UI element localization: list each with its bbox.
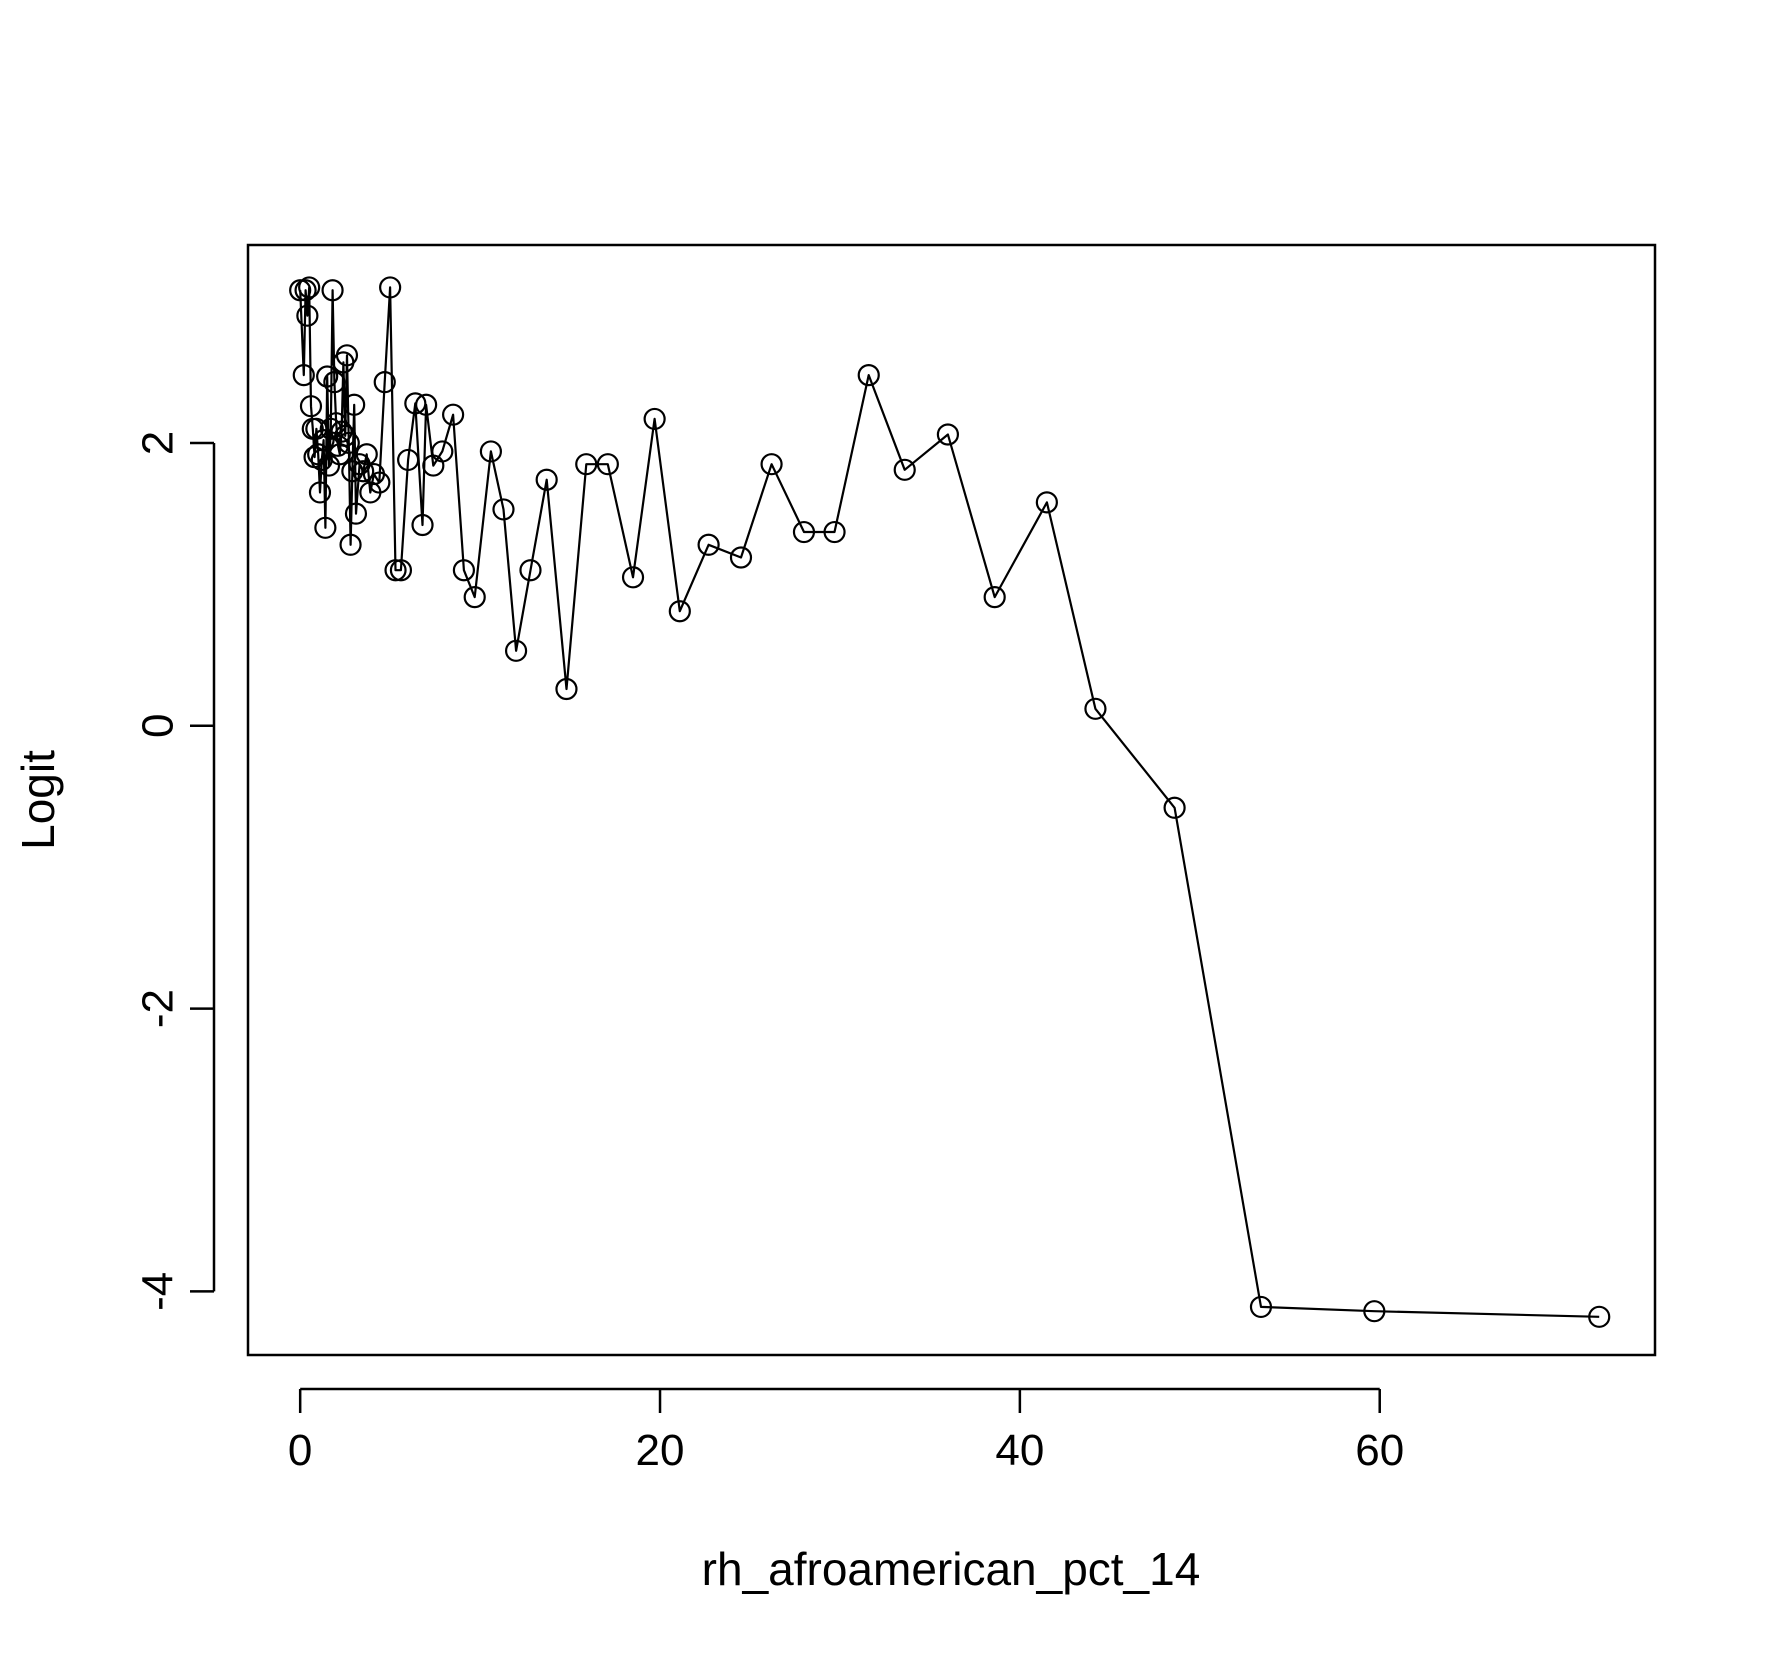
data-point — [368, 471, 391, 494]
y-tick-label: 0 — [133, 714, 182, 738]
data-point — [373, 371, 396, 394]
data-point — [1163, 796, 1186, 819]
data-point — [341, 460, 364, 483]
data-point — [535, 468, 558, 491]
data-point — [452, 559, 476, 582]
data-point — [1084, 697, 1107, 720]
data-point — [697, 533, 720, 556]
data-point — [323, 371, 346, 394]
data-point — [355, 443, 378, 466]
data-point — [575, 453, 598, 476]
data-point — [596, 453, 619, 476]
data-point — [857, 363, 880, 387]
data-point — [337, 431, 360, 455]
data-point — [463, 585, 486, 609]
data-point — [299, 395, 323, 418]
data-point — [379, 276, 402, 299]
x-axis: 0 20 40 60 — [288, 1387, 1404, 1475]
data-point — [519, 559, 542, 582]
data-point — [411, 513, 434, 537]
y-tick-label: 2 — [133, 431, 182, 455]
data-point — [893, 458, 916, 481]
y-tick-label: -4 — [133, 1272, 182, 1311]
x-tick-label: 60 — [1355, 1426, 1404, 1475]
data-point — [823, 520, 846, 544]
data-point — [479, 440, 502, 463]
plot-frame — [246, 243, 1657, 1357]
data-point — [389, 559, 413, 582]
data-point — [1588, 1305, 1611, 1328]
data-point — [308, 481, 332, 504]
data-point — [316, 365, 339, 388]
x-tick-label: 20 — [636, 1426, 685, 1475]
x-tick-label: 0 — [288, 1426, 312, 1475]
data-point — [312, 429, 335, 452]
series-layer — [289, 276, 1611, 1328]
data-point — [621, 566, 645, 589]
data-point — [668, 600, 691, 623]
data-point — [1035, 491, 1058, 514]
data-point — [352, 460, 375, 483]
data-point — [760, 453, 783, 476]
data-point — [335, 344, 359, 367]
y-axis: -4 -2 0 2 — [133, 431, 216, 1311]
data-point — [384, 559, 407, 582]
y-axis-label: Logit — [12, 750, 64, 850]
x-axis-label: rh_afroamerican_pct_14 — [702, 1543, 1201, 1595]
data-point — [397, 448, 420, 472]
data-point — [1249, 1295, 1273, 1319]
y-tick-label: -2 — [133, 989, 182, 1028]
data-point — [431, 440, 454, 463]
data-point — [289, 279, 312, 302]
data-point — [292, 363, 315, 387]
data-point — [492, 498, 515, 521]
data-point — [321, 279, 344, 302]
x-tick-label: 40 — [995, 1426, 1044, 1475]
data-point — [298, 276, 321, 299]
data-point — [339, 533, 362, 556]
data-point — [415, 393, 438, 416]
data-point — [729, 546, 753, 569]
data-point — [314, 516, 337, 539]
data-point — [305, 417, 328, 440]
data-point — [643, 407, 666, 431]
data-point — [344, 502, 368, 525]
data-point — [294, 279, 317, 302]
data-point — [1363, 1300, 1386, 1323]
data-point — [555, 677, 578, 701]
data-point — [296, 304, 319, 327]
data-point — [404, 392, 427, 415]
data-point — [442, 403, 465, 426]
data-point — [330, 420, 353, 443]
data-point — [343, 393, 366, 416]
data-point — [983, 585, 1006, 609]
data-point — [936, 423, 960, 446]
data-point — [792, 520, 816, 544]
data-point — [504, 639, 528, 662]
